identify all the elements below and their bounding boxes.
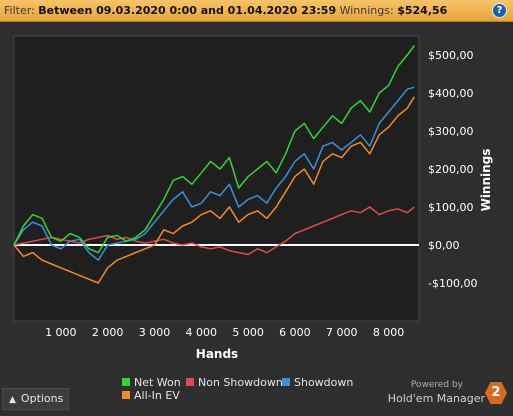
hm2-logo-icon: 2 [485,382,507,404]
question-mark-icon[interactable]: ? [492,3,507,18]
caret-up-icon: ▲ [9,395,16,405]
legend-swatch [186,378,194,386]
plot-area [13,35,420,322]
winnings-label: Winnings: [339,4,394,17]
y-tick-label: $0,00 [428,239,460,252]
winnings-value: $524,56 [397,4,448,17]
x-tick-label: 1 000 [45,326,77,339]
legend-item-showdown[interactable]: Showdown [282,376,353,389]
y-tick-label: $100,00 [428,201,474,214]
filter-label: Filter: [4,4,35,17]
x-tick-label: 7 000 [326,326,358,339]
brand-block: Powered by Hold'em Manager 2 [363,380,513,412]
options-button[interactable]: ▲ Options [2,388,69,410]
legend-swatch [122,391,130,399]
legend-label: Non Showdown [198,376,283,389]
series-line-showdown [13,86,415,261]
legend-item-all-in-ev[interactable]: All-In EV [122,389,180,402]
y-tick-label: $300,00 [428,125,474,138]
filter-range: Between 09.03.2020 0:00 and 01.04.2020 2… [38,4,337,17]
legend-item-net-won[interactable]: Net Won [122,376,181,389]
brand-name: Hold'em Manager [387,392,485,405]
series-line-net-won [13,45,415,254]
legend-item-non-showdown[interactable]: Non Showdown [186,376,283,389]
x-tick-label: 4 000 [186,326,218,339]
y-axis-label: Winnings [479,149,493,212]
winnings-graph: 1 000 2 000 3 000 4 000 5 000 6 000 7 000 8 000… [13,35,493,361]
powered-by-text: Powered by [410,380,463,390]
filter-bar: Filter: Between 09.03.2020 0:00 and 01.0… [0,0,513,22]
x-tick-label: 8 000 [373,326,405,339]
x-tick-label: 3 000 [139,326,171,339]
legend-label: Showdown [294,376,354,389]
x-axis-label: Hands [196,347,238,361]
legend-label: All-In EV [134,389,180,402]
x-tick-label: 6 000 [279,326,311,339]
y-tick-label: $200,00 [428,163,474,176]
y-tick-label: $500,00 [428,49,474,62]
legend-swatch [122,378,130,386]
y-tick-label: -$100,00 [428,277,477,290]
series-line-all-in-ev [13,96,415,284]
x-tick-label: 5 000 [232,326,264,339]
y-tick-label: $400,00 [428,87,474,100]
legend-swatch [282,378,290,386]
options-label: Options [20,392,64,405]
legend-label: Net Won [134,376,181,389]
x-tick-label: 2 000 [92,326,124,339]
